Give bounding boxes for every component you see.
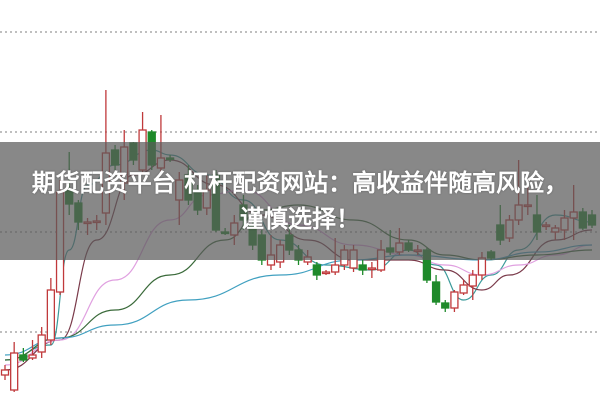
candle-body [10,352,19,391]
candle-body [321,271,331,275]
candle-body [468,274,477,287]
candle-body [450,291,459,309]
candle-body [358,264,367,271]
candle-body [431,281,441,303]
headline-banner: 期货配资平台 杠杆配资网站：高收益伴随高风险， 谨慎选择！ [0,142,600,260]
candle-body [19,354,28,361]
candle-body [477,257,487,276]
candle-body [312,264,321,276]
headline-line-2: 谨慎选择！ [240,205,360,233]
candle-body [367,267,377,271]
headline-line-1: 期货配资平台 杠杆配资网站：高收益伴随高风险， [31,169,569,197]
candle-body [46,289,56,341]
candle-body [37,334,46,353]
candle-body [0,369,10,376]
candle-body [441,302,450,309]
candle-body [459,284,468,294]
candle-body [331,264,340,273]
candle-body [28,354,37,359]
